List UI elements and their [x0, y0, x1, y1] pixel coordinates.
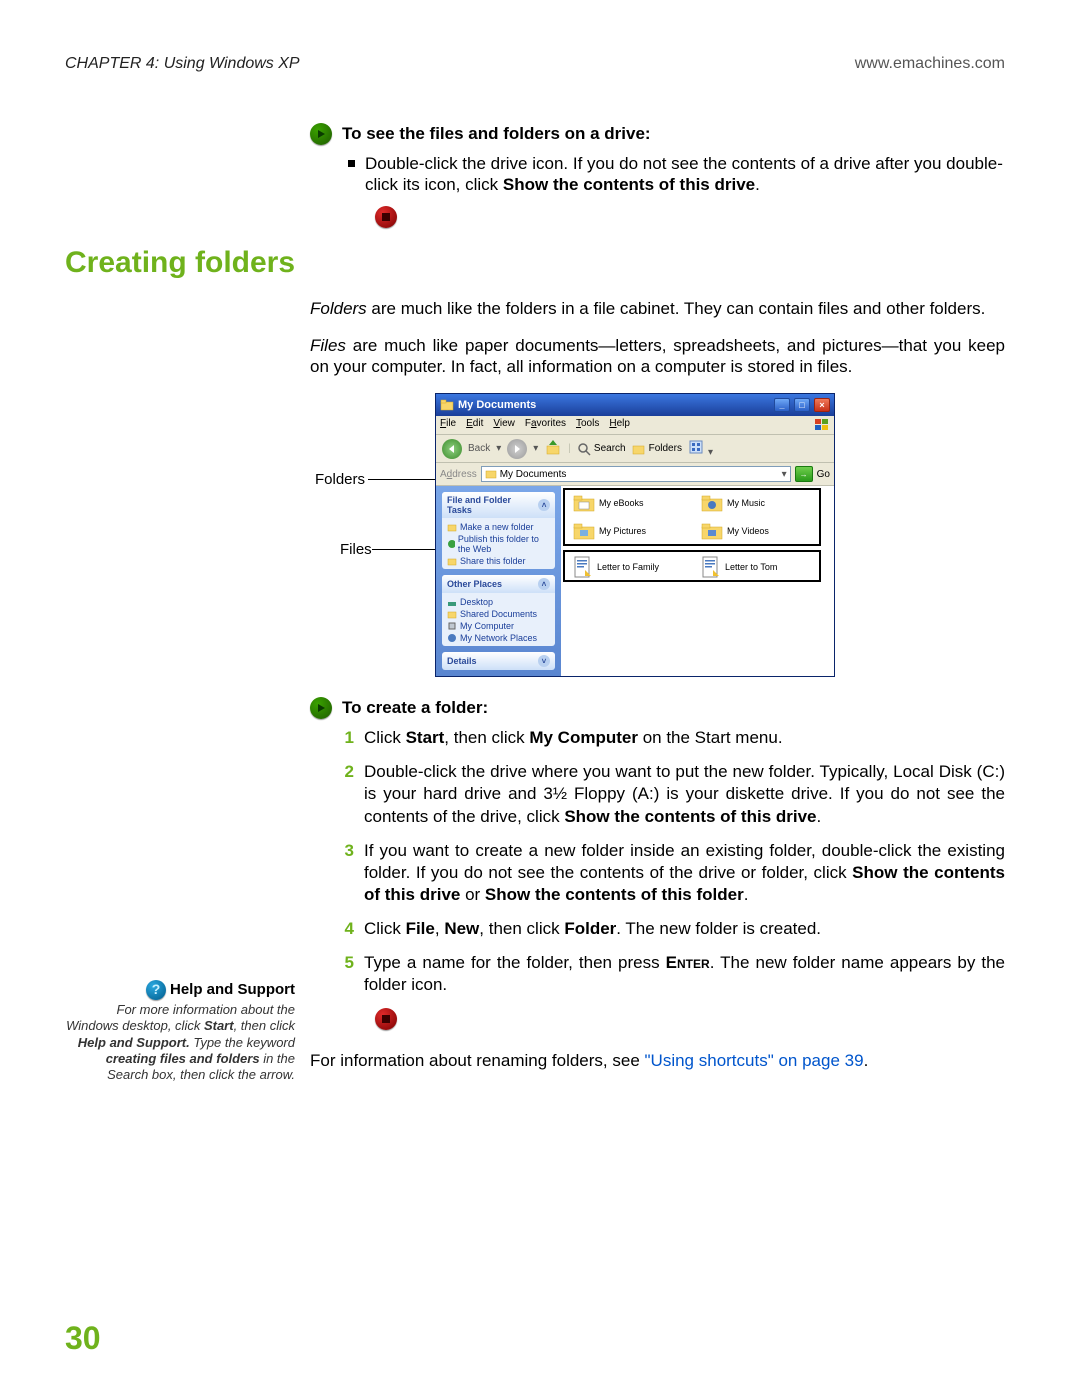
- paragraph-files: Files are much like paper documents—lett…: [310, 335, 1005, 378]
- question-icon: ?: [146, 980, 166, 1000]
- collapse-icon[interactable]: ˄: [538, 499, 550, 511]
- minimize-button[interactable]: _: [774, 398, 790, 412]
- panel-file-tasks: File and Folder Tasks˄ Make a new folder…: [442, 492, 555, 569]
- search-button[interactable]: Search: [577, 442, 626, 456]
- section-title: Creating folders: [65, 246, 1005, 280]
- file-item[interactable]: Letter to Tom: [701, 556, 777, 578]
- folder-item[interactable]: My Videos: [701, 522, 769, 540]
- xp-body: File and Folder Tasks˄ Make a new folder…: [436, 486, 834, 676]
- callout-files: Files: [340, 541, 372, 558]
- collapse-icon[interactable]: ˄: [538, 578, 550, 590]
- help-title-row: ? Help and Support: [146, 980, 295, 1000]
- xp-titlebar: My Documents _ □ ×: [436, 394, 834, 416]
- procedure-bullet: Double-click the drive icon. If you do n…: [348, 153, 1005, 196]
- place-link[interactable]: My Network Places: [447, 632, 550, 644]
- menu-view[interactable]: View: [493, 418, 515, 432]
- task-link[interactable]: Make a new folder: [447, 521, 550, 533]
- task-link[interactable]: Publish this folder to the Web: [447, 533, 550, 555]
- step-1: 1Click Start, then click My Computer on …: [338, 727, 1005, 749]
- stop-icon: [375, 1008, 397, 1030]
- go-label: Go: [817, 469, 830, 480]
- help-title: Help and Support: [170, 981, 295, 1000]
- page-header: CHAPTER 4: Using Windows XP www.emachine…: [65, 55, 1005, 73]
- procedure-title: To create a folder:: [342, 698, 488, 718]
- closing-paragraph: For information about renaming folders, …: [310, 1050, 1005, 1071]
- maximize-button[interactable]: □: [794, 398, 810, 412]
- place-link[interactable]: My Computer: [447, 620, 550, 632]
- xp-address-bar: Address My Documents ▾ → Go: [436, 463, 834, 486]
- step-5: 5Type a name for the folder, then press …: [338, 952, 1005, 996]
- chapter-label: CHAPTER 4: Using Windows XP: [65, 55, 300, 73]
- forward-button[interactable]: [507, 439, 527, 459]
- square-bullet-icon: [348, 160, 355, 167]
- address-label: Address: [440, 469, 477, 480]
- help-body: For more information about the Windows d…: [65, 1002, 295, 1083]
- help-sidebar: ? Help and Support For more information …: [65, 980, 295, 1083]
- folder-item[interactable]: My eBooks: [573, 494, 644, 512]
- menu-tools[interactable]: Tools: [576, 418, 599, 432]
- place-link[interactable]: Shared Documents: [447, 608, 550, 620]
- folder-item[interactable]: My Pictures: [573, 522, 646, 540]
- place-link[interactable]: Desktop: [447, 596, 550, 608]
- folder-item[interactable]: My Music: [701, 494, 765, 512]
- step-4: 4Click File, New, then click Folder. The…: [338, 918, 1005, 940]
- play-icon: [310, 697, 332, 719]
- folders-button[interactable]: Folders: [632, 442, 682, 456]
- windows-logo-icon: [814, 418, 830, 432]
- menu-edit[interactable]: Edit: [466, 418, 483, 432]
- dropdown-icon[interactable]: ▾: [782, 469, 787, 480]
- step-2: 2Double-click the drive where you want t…: [338, 761, 1005, 827]
- views-button[interactable]: ▾: [688, 439, 713, 458]
- go-button[interactable]: →: [795, 466, 813, 482]
- close-button[interactable]: ×: [814, 398, 830, 412]
- panel-details: Details˅: [442, 652, 555, 670]
- intro-block: Folders are much like the folders in a f…: [310, 298, 1005, 1072]
- window-title: My Documents: [458, 399, 770, 411]
- cross-reference-link[interactable]: "Using shortcuts" on page 39: [645, 1051, 864, 1070]
- expand-icon[interactable]: ˅: [538, 655, 550, 667]
- up-button[interactable]: [544, 438, 562, 459]
- menu-help[interactable]: Help: [609, 418, 630, 432]
- xp-menubar: File Edit View Favorites Tools Help: [436, 416, 834, 435]
- step-3: 3If you want to create a new folder insi…: [338, 840, 1005, 906]
- xp-toolbar: Back▾ ▾ | Search Folders ▾: [436, 435, 834, 463]
- folder-icon: [440, 398, 454, 412]
- folder-icon: [485, 468, 497, 480]
- callout-folders: Folders: [315, 471, 365, 488]
- bullet-text: Double-click the drive icon. If you do n…: [365, 153, 1005, 196]
- task-link[interactable]: Share this folder: [447, 555, 550, 567]
- address-field[interactable]: My Documents ▾: [481, 466, 791, 482]
- procedure-title: To see the files and folders on a drive:: [342, 124, 651, 144]
- panel-other-places: Other Places˄ Desktop Shared Documents M…: [442, 575, 555, 646]
- xp-window: My Documents _ □ × File Edit View Favori…: [435, 393, 835, 677]
- play-icon: [310, 123, 332, 145]
- page-number: 30: [65, 1320, 101, 1357]
- menu-favorites[interactable]: Favorites: [525, 418, 566, 432]
- xp-content-area: My eBooks My Music My Pictures My Videos…: [561, 486, 834, 676]
- menu-file[interactable]: File: [440, 418, 456, 432]
- procedure-see-files: To see the files and folders on a drive:…: [310, 123, 1005, 228]
- site-url: www.emachines.com: [855, 55, 1005, 73]
- numbered-list: 1Click Start, then click My Computer on …: [338, 727, 1005, 996]
- stop-icon: [375, 206, 397, 228]
- paragraph-folders: Folders are much like the folders in a f…: [310, 298, 1005, 319]
- file-item[interactable]: Letter to Family: [573, 556, 659, 578]
- procedure-create-folder: To create a folder:: [310, 697, 1005, 719]
- xp-side-panel: File and Folder Tasks˄ Make a new folder…: [436, 486, 561, 676]
- back-label: Back: [468, 443, 490, 454]
- back-button[interactable]: [442, 439, 462, 459]
